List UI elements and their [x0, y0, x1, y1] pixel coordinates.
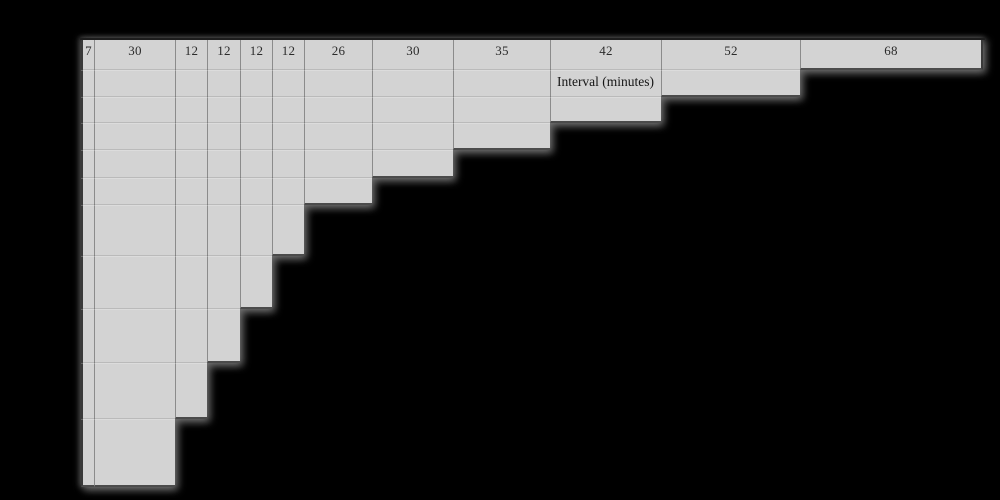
gridline [81, 177, 372, 178]
histogram-bar: 26 [304, 40, 372, 205]
histogram-bar: 12 [175, 40, 207, 419]
histogram-bar: 68 [800, 40, 983, 70]
bar-width-label: 42 [599, 43, 613, 58]
bar-width-label: 30 [406, 43, 420, 58]
histogram-bar: 35 [453, 40, 550, 150]
chart-top-border [80, 38, 985, 40]
gridline [81, 362, 207, 363]
histogram-bar: 30 [372, 40, 453, 178]
gridline [81, 418, 175, 419]
histogram-bar: 12 [207, 40, 240, 363]
bar-width-label: 52 [724, 43, 738, 58]
histogram-bar: 42 [550, 40, 661, 123]
gridline [81, 204, 304, 205]
bar-width-label: 35 [495, 43, 509, 58]
bar-width-label: 26 [331, 43, 346, 58]
bar-width-label: 12 [249, 43, 264, 58]
histogram-bar: 52 [661, 40, 800, 97]
bar-width-label: 12 [281, 43, 296, 58]
bar-width-label: 12 [217, 43, 231, 58]
gridline [81, 69, 800, 70]
histogram-bar: 12 [272, 40, 304, 256]
histogram-bar: 7 [81, 40, 94, 487]
gridline [81, 96, 661, 97]
bar-width-label: 12 [184, 43, 199, 58]
histogram-bar: 12 [240, 40, 272, 309]
x-axis-label: Interval (minutes) [556, 74, 655, 89]
gridline [81, 149, 453, 150]
histogram-bar: 30 [94, 40, 175, 487]
gridline [81, 308, 240, 309]
gridline [81, 255, 272, 256]
gridline [81, 122, 550, 123]
bar-width-label: 7 [85, 43, 92, 58]
bar-width-label: 68 [884, 43, 898, 58]
bar-width-label: 30 [128, 43, 142, 58]
